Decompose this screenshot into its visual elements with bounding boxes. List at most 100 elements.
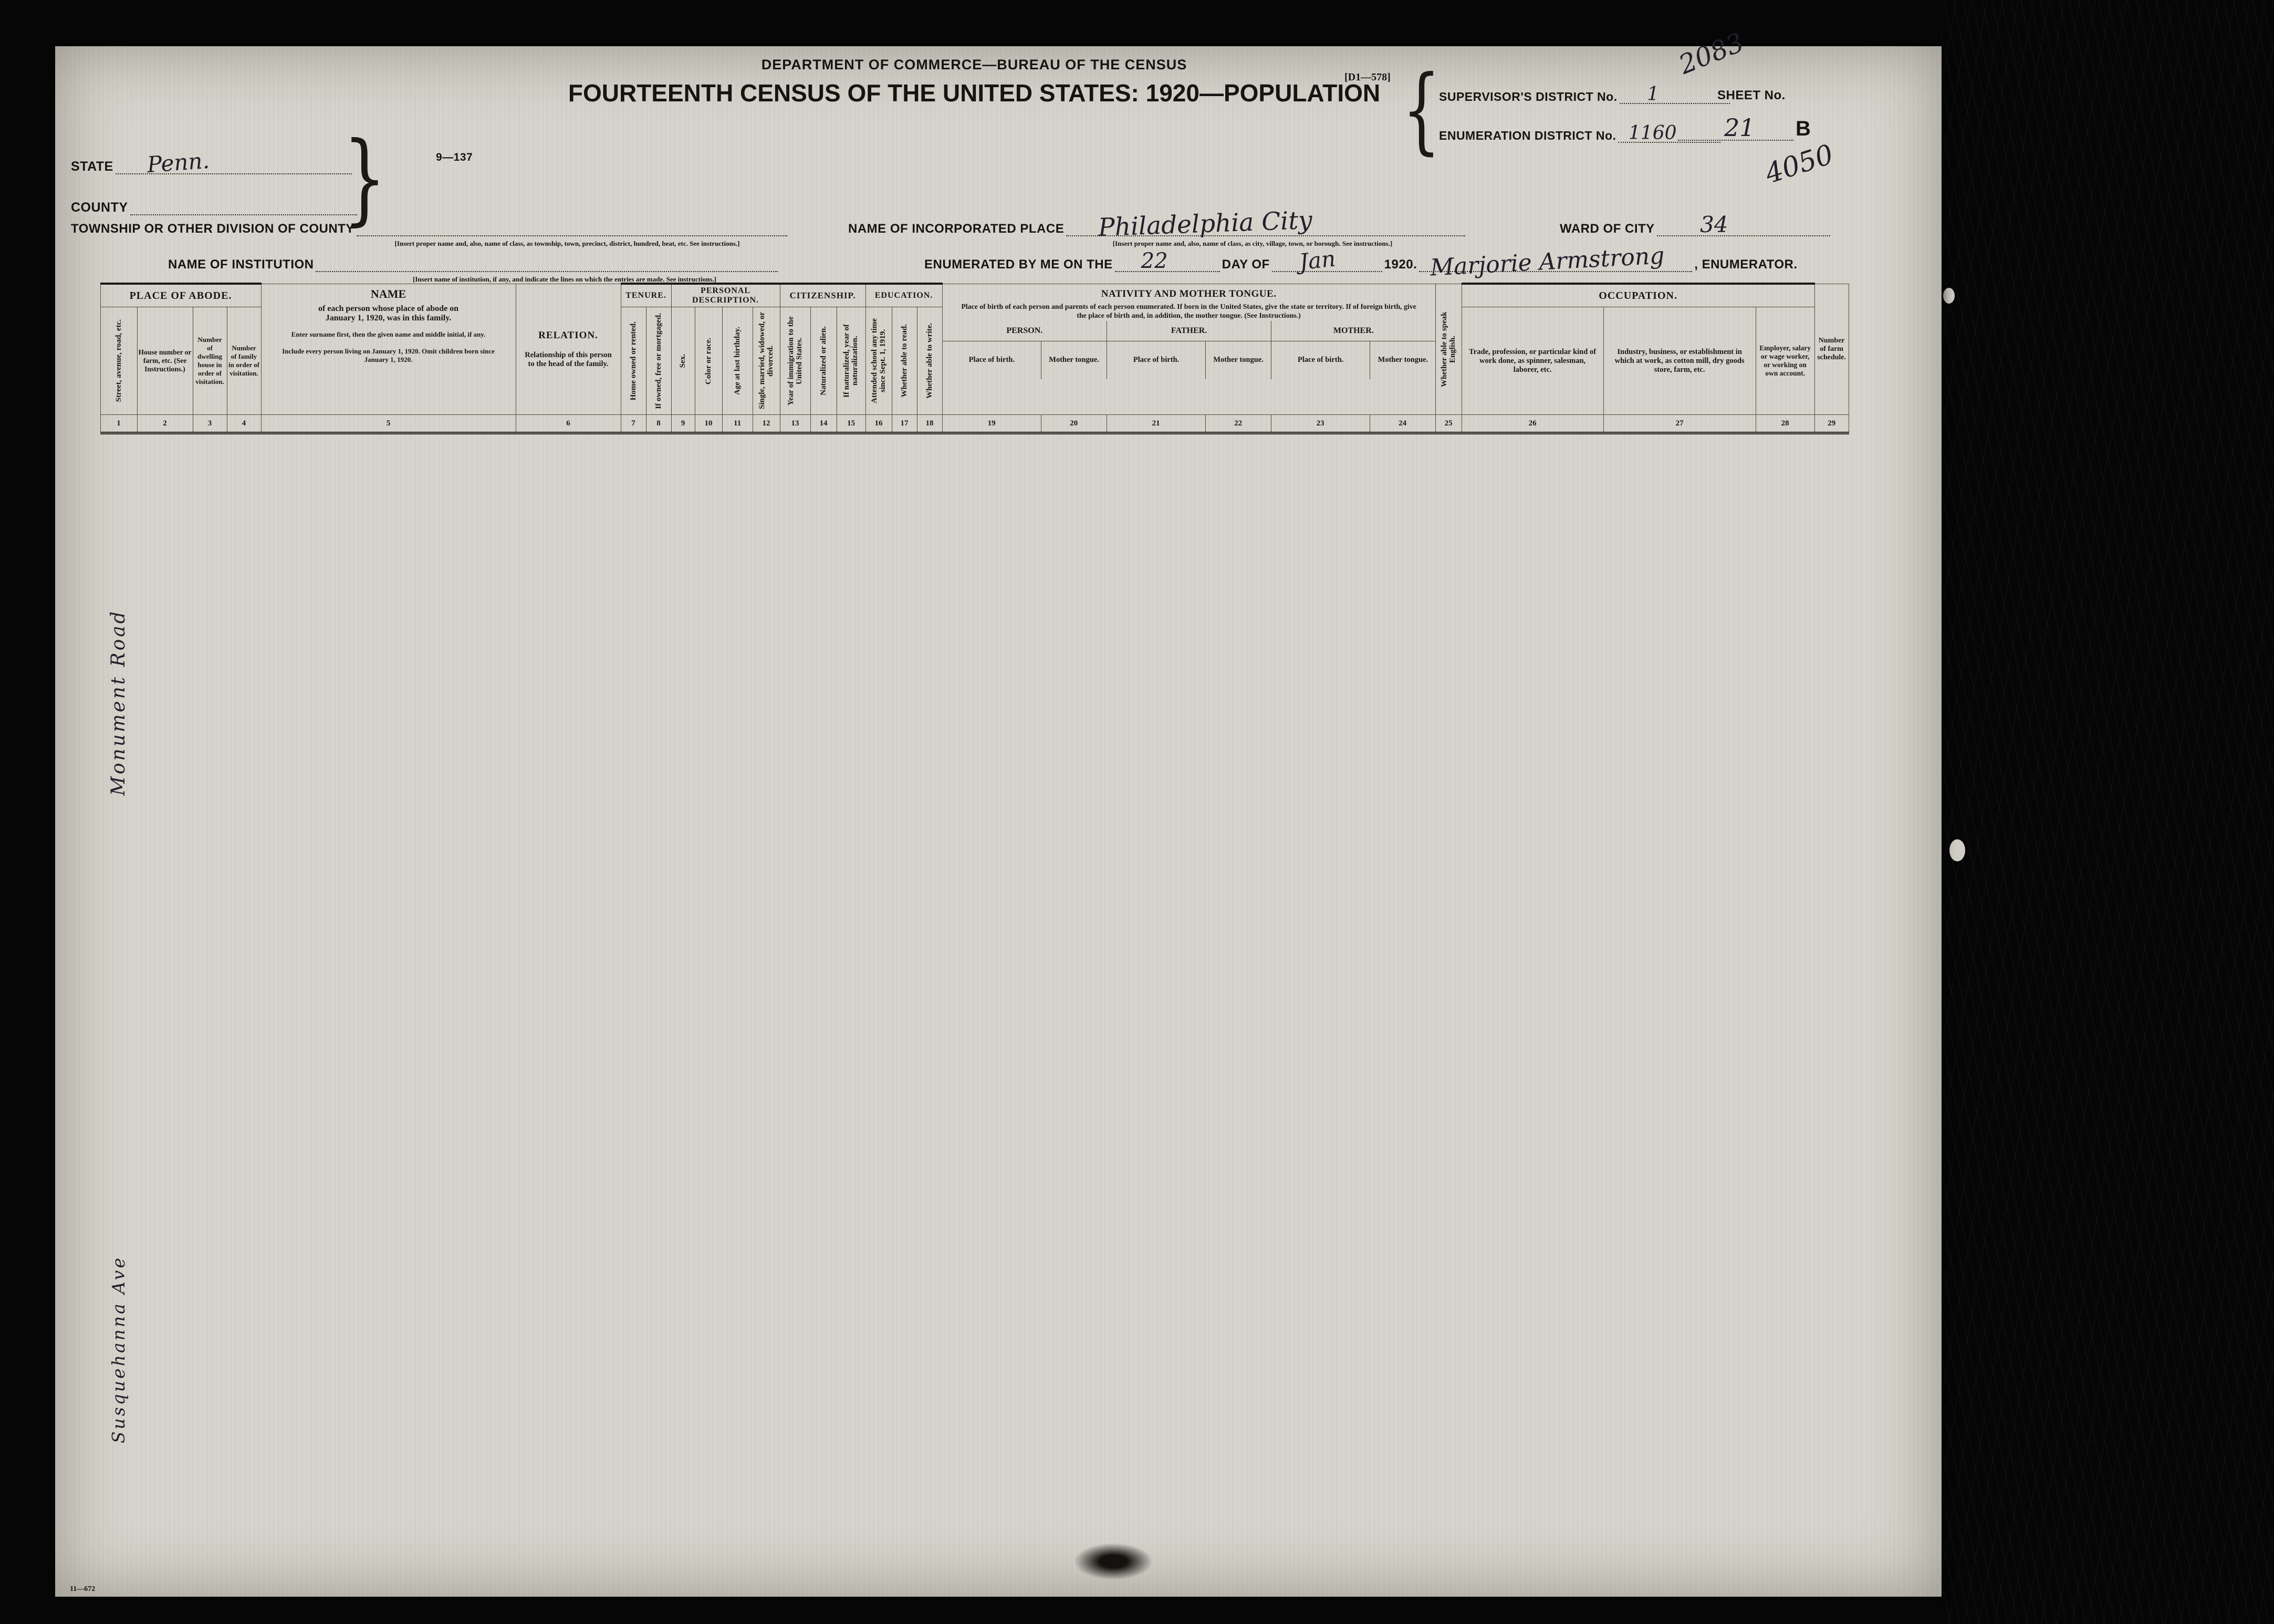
- state-value: Penn.: [146, 147, 211, 178]
- header-trade: Trade, profession, or particular kind of…: [1461, 307, 1604, 415]
- left-brace: }: [343, 120, 387, 236]
- county-label: COUNTY: [71, 200, 128, 215]
- header-marital: Single, married, widowed, or divorced.: [752, 307, 780, 415]
- township-note: [Insert proper name and, also, name of c…: [394, 240, 740, 247]
- column-number: 27: [1603, 414, 1756, 434]
- header-free-mortgaged: If owned, free or mortgaged.: [645, 307, 672, 415]
- ward-value: 34: [1700, 212, 1728, 237]
- enumeration-district-value: 1160: [1628, 122, 1677, 144]
- paper-edge-mark: [1943, 288, 1955, 304]
- day-of-label: DAY OF: [1222, 257, 1270, 272]
- column-number: 25: [1435, 414, 1462, 434]
- state-line: Penn.: [115, 148, 352, 178]
- scan-edge-texture: [1941, 0, 2274, 1624]
- enumerated-day: 22: [1141, 249, 1168, 273]
- incorporated-place-value: Philadelphia City: [1098, 205, 1313, 243]
- header-mt: Mother tongue.: [1205, 340, 1272, 379]
- township-label: TOWNSHIP OR OTHER DIVISION OF COUNTY: [71, 222, 354, 236]
- column-number: 13: [779, 414, 811, 434]
- ward-label: WARD OF CITY: [1560, 222, 1655, 236]
- header-tenure: TENURE.: [620, 283, 672, 307]
- supervisor-label: SUPERVISOR'S DISTRICT No.: [1439, 90, 1618, 103]
- street-name-vertical: Monument Road: [107, 609, 129, 796]
- header-place-of-abode: PLACE OF ABODE.: [100, 283, 262, 307]
- column-number: 26: [1461, 414, 1604, 434]
- header-family-number: Number of family in order of visitation.: [226, 307, 262, 415]
- header-immigration-year: Year of immigration to the United States…: [779, 307, 811, 415]
- sheet-suffix: B: [1796, 117, 1811, 140]
- state-label: STATE: [71, 159, 113, 174]
- header-number-row: 1 2 3 4 5 6 7 8 9 10 11 12 13 14 15 16 17 18 19 20 21 22 23 24 2…: [68, 414, 1923, 434]
- census-title: FOURTEENTH CENSUS OF THE UNITED STATES: …: [568, 79, 1381, 107]
- column-number: 5: [260, 414, 516, 434]
- header-pob: Place of birth.: [942, 340, 1042, 379]
- enumerated-year: 1920.: [1384, 257, 1417, 272]
- header-personal-description: PERSONAL DESCRIPTION.: [671, 283, 780, 307]
- header-able-to-read: Whether able to read.: [891, 307, 917, 415]
- column-number: 22: [1205, 414, 1271, 434]
- column-number: 15: [836, 414, 866, 434]
- column-number: 2: [137, 414, 193, 434]
- column-number: 14: [810, 414, 837, 434]
- column-number: 29: [1814, 414, 1849, 434]
- pencil-number-mid: 4050: [1761, 139, 1838, 190]
- incorporated-place-note: [Insert proper name and, also, name of c…: [1112, 240, 1393, 247]
- header-industry: Industry, business, or establishment in …: [1603, 307, 1756, 415]
- column-number: 12: [752, 414, 780, 434]
- paper-edge-mark: [1949, 839, 1965, 861]
- column-number: 24: [1369, 414, 1436, 434]
- column-number: 8: [645, 414, 672, 434]
- header-house-number: House number or farm, etc. (See Instruct…: [137, 307, 193, 415]
- institution-line: [316, 255, 778, 272]
- form-number: 9—137: [436, 151, 473, 163]
- column-number: 1: [100, 414, 138, 434]
- sheet-value: 21: [1724, 113, 1755, 142]
- column-number: 21: [1106, 414, 1206, 434]
- supervisor-line: 1: [1619, 84, 1730, 105]
- header-attended-school: Attended school any time since Sept. 1, …: [865, 307, 892, 415]
- census-table: PLACE OF ABODE. NAME of each person whos…: [68, 283, 1923, 434]
- header-street: Street, avenue, road, etc.: [100, 307, 138, 415]
- census-form: 9—137 STATE Penn. COUNTY } DEPARTMENT OF…: [55, 27, 1942, 1597]
- column-number: 23: [1270, 414, 1370, 434]
- column-number: 4: [226, 414, 262, 434]
- institution-note: [Insert name of institution, if any, and…: [413, 275, 716, 283]
- header-group-row: PLACE OF ABODE. NAME of each person whos…: [68, 283, 1923, 415]
- header-mother: MOTHER.: [1271, 320, 1436, 341]
- enumerator-signature: Marjorie Armstrong: [1430, 242, 1665, 282]
- header-employer: Employer, salary or wage worker, or work…: [1755, 307, 1815, 415]
- enumerator-label: , ENUMERATOR.: [1694, 257, 1798, 272]
- header-citizenship: CITIZENSHIP.: [779, 283, 866, 307]
- enumeration-district-label: ENUMERATION DISTRICT No.: [1439, 129, 1616, 142]
- header-mt: Mother tongue.: [1041, 340, 1108, 379]
- column-number: 10: [694, 414, 723, 434]
- incorporated-place-line: Philadelphia City: [1066, 206, 1466, 242]
- header-name: NAME of each person whose place of abode…: [260, 283, 516, 415]
- street-name-vertical: Susquehanna Ave: [108, 1256, 129, 1444]
- sheet-label: SHEET No.: [1717, 88, 1786, 102]
- column-number: 3: [192, 414, 227, 434]
- column-number: 18: [916, 414, 943, 434]
- header-education: EDUCATION.: [865, 283, 943, 307]
- header-dwelling-number: Number of dwelling house in order of vis…: [192, 307, 227, 415]
- column-number: 11: [722, 414, 753, 434]
- nativity-subheader: PERSON. FATHER. MOTHER. Place of birth. …: [942, 320, 1436, 379]
- header-mt: Mother tongue.: [1370, 340, 1436, 379]
- column-number: 9: [671, 414, 695, 434]
- pencil-number-top: 2083: [1674, 27, 1748, 80]
- column-number: 6: [515, 414, 621, 434]
- ink-smudge: [1074, 1543, 1153, 1580]
- township-line: [356, 220, 787, 236]
- header-naturalized: Naturalized or alien.: [810, 307, 837, 415]
- county-line: [130, 199, 357, 215]
- header-father: FATHER.: [1107, 320, 1272, 341]
- column-number: 19: [942, 414, 1041, 434]
- header-relation: RELATION. Relationship of this person to…: [515, 283, 621, 415]
- header-pob: Place of birth.: [1271, 340, 1371, 379]
- header-person: PERSON.: [942, 320, 1108, 341]
- column-number: 17: [891, 414, 917, 434]
- right-brace: {: [1402, 56, 1441, 165]
- enumerated-month: Jan: [1298, 245, 1337, 275]
- supervisor-value: 1: [1647, 84, 1659, 105]
- enumeration-district-line: 1160: [1618, 122, 1721, 144]
